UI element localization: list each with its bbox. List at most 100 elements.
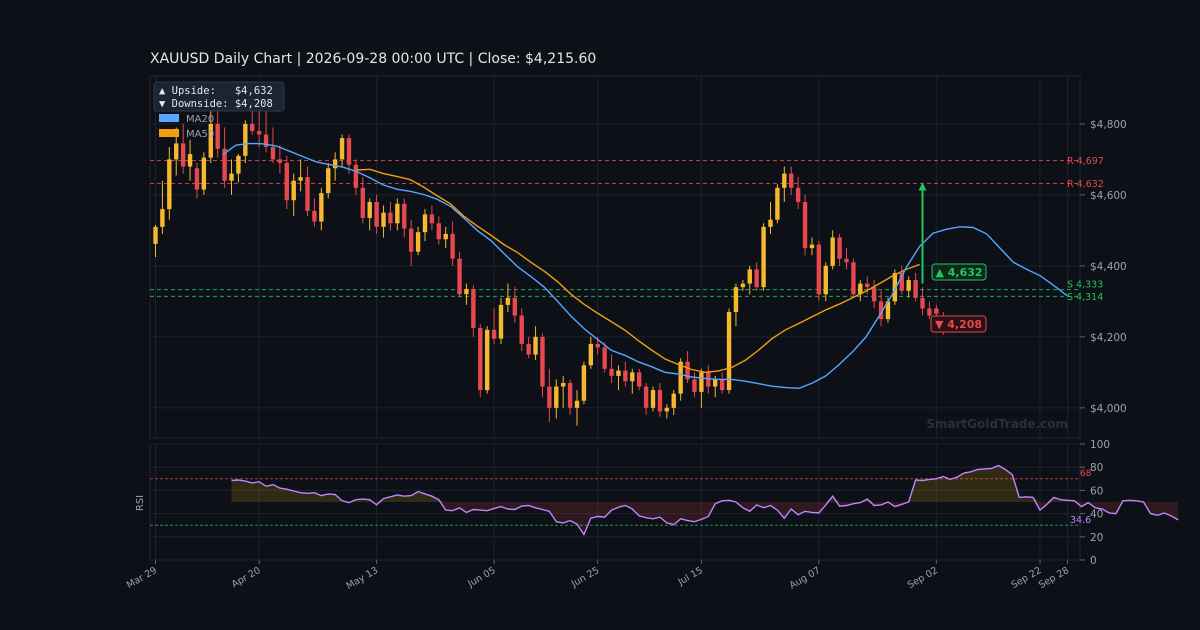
candle-body <box>761 226 766 288</box>
level-label: S 4,314 <box>1067 292 1103 303</box>
candle-body <box>789 173 794 188</box>
candle-body <box>637 372 642 387</box>
rsi-tick-label: 80 <box>1090 462 1103 474</box>
legend: ▲ Upside: $4,632 ▼ Downside: $4,208 MA20… <box>153 81 285 140</box>
date-axis-labels: Mar 29 Apr 20 May 13 Jun 05 Jun 25 Jul 15 Aug … <box>125 560 1071 592</box>
candle-body <box>692 379 697 392</box>
candles <box>153 106 946 426</box>
downside-target: ▼ 4,208 <box>930 315 987 333</box>
candle-body <box>450 233 455 259</box>
candle-body <box>167 159 172 210</box>
candle-body <box>685 361 690 380</box>
level-label: R 4,632 <box>1067 179 1104 190</box>
candle-body <box>775 187 780 220</box>
date-tick-label: Sep 28 <box>1037 565 1071 591</box>
candle-body <box>747 269 752 284</box>
date-tick-label: Mar 29 <box>125 565 159 591</box>
candle-body <box>429 214 435 224</box>
candle-body <box>671 393 676 408</box>
upside-target: ▲ 4,632 <box>918 182 987 284</box>
downside-label: ▼ Downside: $4,208 <box>159 98 273 110</box>
candle-body <box>326 168 331 194</box>
candle-body <box>927 308 932 316</box>
candle-body <box>581 365 587 401</box>
candle-body <box>892 272 898 302</box>
candle-body <box>754 269 759 288</box>
candle-body <box>388 212 393 224</box>
rsi-panel <box>149 443 1081 561</box>
candle-body <box>871 287 877 302</box>
candle-body <box>270 146 276 160</box>
candle-body <box>934 308 939 314</box>
rsi-last-value: 34.6 <box>1070 515 1091 526</box>
date-tick-label: Jul 15 <box>676 565 705 588</box>
ma50-line <box>356 168 920 374</box>
candle-body <box>678 361 683 394</box>
candle-body <box>899 272 904 291</box>
rsi-tick-label: 40 <box>1090 509 1103 521</box>
candle-body <box>277 159 283 163</box>
candle-body <box>194 168 200 190</box>
candle-body <box>298 177 303 181</box>
candle-body <box>630 372 635 382</box>
rsi-fill-above-50 <box>231 465 1179 502</box>
candle-body <box>809 244 815 249</box>
rsi-fill-below-50 <box>231 502 1179 535</box>
candle-body <box>830 237 835 266</box>
date-tick-label: Aug 07 <box>788 565 823 591</box>
candle-body <box>222 148 227 181</box>
candle-body <box>595 343 600 348</box>
candle-body <box>160 209 165 227</box>
candle-body <box>540 336 545 387</box>
candle-body <box>215 123 220 149</box>
candle-body <box>180 143 186 167</box>
candle-body <box>201 157 207 190</box>
candle-body <box>726 312 732 391</box>
candle-body <box>906 280 911 291</box>
candle-body <box>768 219 773 227</box>
price-panel <box>149 75 1081 439</box>
candle-body <box>339 138 345 160</box>
candle-body <box>187 154 193 167</box>
price-tick-label: $4,600 <box>1090 190 1127 202</box>
price-axis-labels: $4,000 $4,200 $4,400 $4,600 $4,800 <box>1080 119 1127 415</box>
candle-body <box>236 155 241 174</box>
candle-body <box>719 379 725 391</box>
candle-body <box>782 173 787 188</box>
candle-body <box>650 390 656 408</box>
candle-body <box>174 143 179 160</box>
candle-body <box>422 214 428 233</box>
candle-body <box>623 370 628 382</box>
candle-body <box>574 400 580 408</box>
candle-body <box>332 159 338 169</box>
candle-body <box>713 379 718 387</box>
date-tick-label: Apr 20 <box>230 565 263 590</box>
candle-body <box>367 201 372 218</box>
candle-body <box>263 134 269 147</box>
candle-body <box>353 164 359 188</box>
level-label: R 4,697 <box>1067 156 1104 167</box>
candle-body <box>471 288 476 328</box>
candle-body <box>706 372 711 387</box>
upside-label: ▲ Upside: $4,632 <box>159 85 273 97</box>
candle-body <box>560 382 566 387</box>
candle-body <box>664 407 670 412</box>
legend-ma20-label: MA20 <box>186 114 214 125</box>
candle-body <box>837 237 842 259</box>
candle-body <box>408 228 414 252</box>
candle-body <box>457 258 462 295</box>
date-tick-label: Sep 02 <box>906 565 940 591</box>
chart-title: XAUUSD Daily Chart | 2026-09-28 00:00 UT… <box>150 51 597 67</box>
rsi-tick-label: 0 <box>1090 555 1097 567</box>
candle-body <box>609 368 614 376</box>
candle-body <box>885 301 891 320</box>
candle-body <box>851 262 856 295</box>
candle-body <box>616 370 621 376</box>
rsi-tick-label: 60 <box>1090 485 1103 497</box>
candle-body <box>229 173 234 181</box>
candle-body <box>284 162 289 201</box>
candle-body <box>256 131 262 135</box>
date-tick-label: May 13 <box>345 565 381 592</box>
legend-ma20-swatch <box>159 114 179 122</box>
